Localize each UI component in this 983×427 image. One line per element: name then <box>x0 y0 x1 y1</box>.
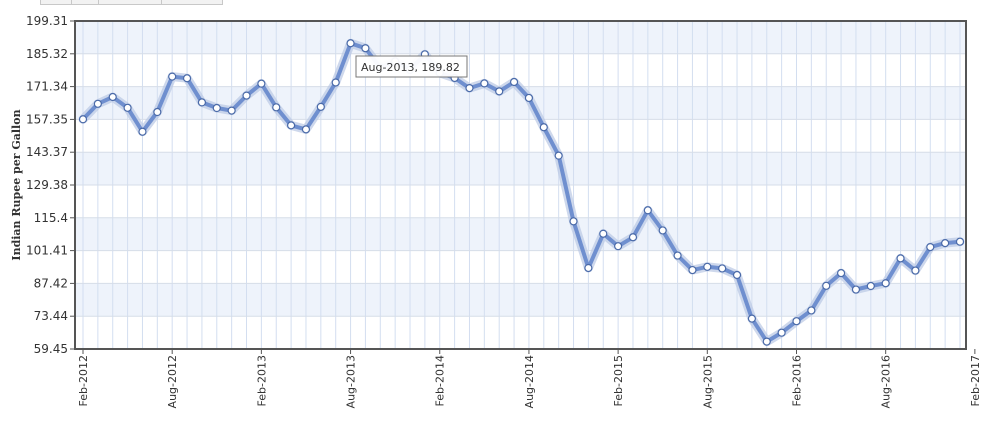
y-tick-label: 199.31 <box>26 14 68 28</box>
data-point[interactable] <box>881 279 890 288</box>
plot-band <box>75 217 966 251</box>
data-point[interactable] <box>554 151 563 160</box>
data-point[interactable] <box>807 306 816 315</box>
y-tick-label: 59.45 <box>34 342 68 356</box>
x-axis-ticks: Feb-2012 Aug-2012 Feb-2013 Aug-2013 Feb-2014… <box>77 349 982 408</box>
data-point[interactable] <box>78 115 88 124</box>
y-tick-label: 185.32 <box>26 47 68 61</box>
data-point[interactable] <box>331 78 340 87</box>
plot-band <box>75 152 966 185</box>
plot-band <box>75 316 966 349</box>
data-point[interactable] <box>242 91 251 100</box>
data-point[interactable] <box>703 262 712 271</box>
data-point[interactable] <box>851 285 861 294</box>
data-point[interactable] <box>272 103 281 112</box>
data-point[interactable] <box>168 72 177 81</box>
x-tick-label: Feb-2015 <box>612 355 625 406</box>
data-point[interactable] <box>866 281 875 291</box>
data-point[interactable] <box>614 242 623 251</box>
data-point[interactable] <box>643 206 652 215</box>
y-tick-label: 115.4 <box>34 211 68 225</box>
data-point[interactable] <box>301 125 311 134</box>
data-point[interactable] <box>569 217 578 226</box>
tooltip-box <box>355 55 468 78</box>
data-point[interactable] <box>227 106 236 115</box>
data-point[interactable] <box>93 99 102 108</box>
y-tick-label: 171.34 <box>26 80 68 94</box>
data-point[interactable] <box>792 317 801 326</box>
x-tick-label: Aug-2012 <box>166 355 179 408</box>
x-tick-label: Feb-2014 <box>434 355 447 406</box>
y-tick-label: 143.37 <box>26 145 68 159</box>
x-tick-label: Aug-2014 <box>523 355 536 408</box>
data-point[interactable] <box>480 79 489 88</box>
data-point[interactable] <box>346 39 355 48</box>
data-point[interactable] <box>584 263 593 273</box>
data-point[interactable] <box>732 270 742 280</box>
data-point[interactable] <box>836 269 846 278</box>
y-tick-label: 87.42 <box>34 276 68 290</box>
x-tick-label: Aug-2013 <box>345 355 358 408</box>
tooltip: Aug-2013, 189.82 <box>355 55 468 78</box>
data-point[interactable] <box>688 265 697 275</box>
data-point[interactable] <box>509 77 519 87</box>
plot-band <box>75 283 966 317</box>
data-point[interactable] <box>599 229 608 238</box>
plot-band <box>75 53 966 87</box>
data-point[interactable] <box>911 266 920 275</box>
data-point[interactable] <box>941 239 950 248</box>
x-tick-label: Feb-2013 <box>255 355 268 406</box>
y-axis-title: Indian Rupee per Gallon <box>10 109 23 260</box>
data-point[interactable] <box>287 121 296 130</box>
data-point[interactable] <box>822 281 831 290</box>
y-axis-ticks: 199.31 185.32 171.34 157.35 143.37 129.38 115.… <box>26 14 75 356</box>
data-point[interactable] <box>539 123 548 132</box>
data-point[interactable] <box>747 314 756 323</box>
data-point[interactable] <box>628 233 638 242</box>
data-point[interactable] <box>465 83 474 93</box>
data-point[interactable] <box>153 107 162 117</box>
data-point[interactable] <box>197 98 207 107</box>
data-point[interactable] <box>212 103 221 113</box>
data-point[interactable] <box>658 226 667 235</box>
data-point[interactable] <box>495 87 504 96</box>
data-point[interactable] <box>955 237 965 246</box>
data-points[interactable] <box>78 39 965 346</box>
data-point[interactable] <box>762 337 771 346</box>
data-point[interactable] <box>138 127 147 136</box>
data-point[interactable] <box>673 251 682 260</box>
tooltip-text: Aug-2013, 189.82 <box>361 61 460 74</box>
data-point[interactable] <box>361 44 370 53</box>
plot-band <box>75 119 966 153</box>
x-tick-label: Feb-2017 <box>969 355 982 406</box>
data-point[interactable] <box>777 328 786 337</box>
x-tick-label: Feb-2016 <box>790 355 803 406</box>
y-tick-label: 101.41 <box>26 244 68 258</box>
y-tick-label: 157.35 <box>26 112 68 126</box>
x-tick-label: Aug-2016 <box>880 355 893 408</box>
data-point[interactable] <box>123 103 132 112</box>
plot-band <box>75 21 966 54</box>
data-point[interactable] <box>718 264 727 273</box>
data-point[interactable] <box>524 93 534 103</box>
top-tab-4[interactable] <box>161 0 223 5</box>
y-tick-label: 129.38 <box>26 178 68 192</box>
data-point[interactable] <box>926 243 935 252</box>
y-tick-label: 73.44 <box>34 309 68 323</box>
data-point[interactable] <box>896 254 905 263</box>
plot-band <box>75 250 966 284</box>
data-point[interactable] <box>257 79 266 88</box>
x-tick-label: Aug-2015 <box>701 355 714 408</box>
x-tick-label: Feb-2012 <box>77 355 90 406</box>
plot-band <box>75 185 966 218</box>
data-point[interactable] <box>316 102 325 111</box>
data-point[interactable] <box>108 92 117 102</box>
data-point[interactable] <box>182 74 192 83</box>
